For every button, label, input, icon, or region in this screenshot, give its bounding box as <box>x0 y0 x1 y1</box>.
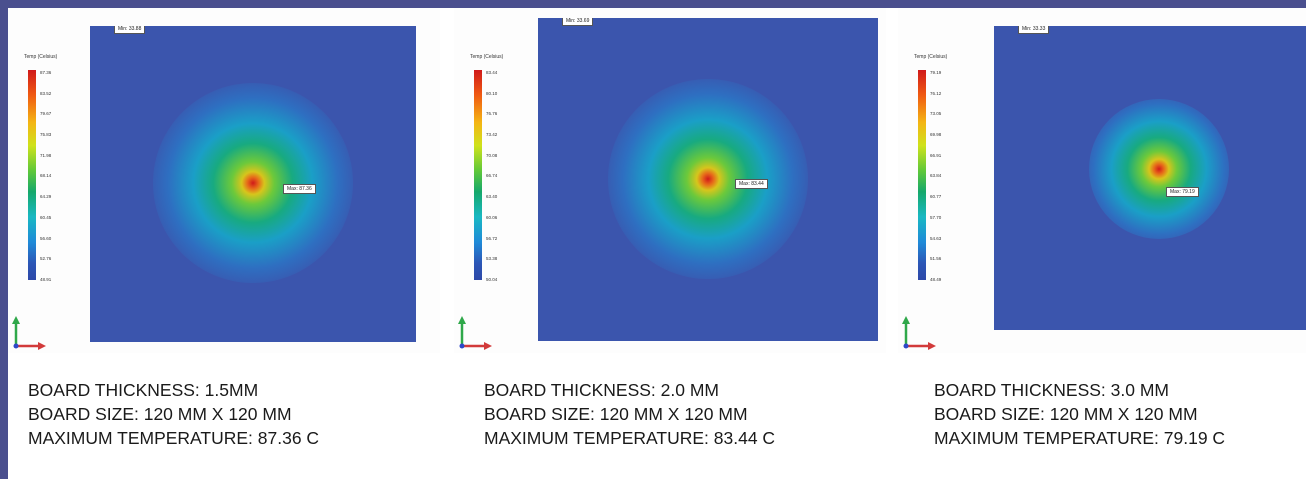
max-temp-label: Max: 87.36 <box>283 184 316 194</box>
board-thickness-text: BOARD THICKNESS: 1.5MM <box>28 380 259 400</box>
legend-tick: 48.49 <box>930 276 942 282</box>
legend-tick: 48.91 <box>40 276 52 282</box>
min-temp-label: Min: 33.88 <box>114 26 146 34</box>
panel-caption: BOARD THICKNESS: 1.5MM BOARD SIZE: 120 M… <box>28 378 448 450</box>
legend-tick: 63.84 <box>930 173 942 179</box>
axis-triad-icon <box>458 316 492 350</box>
thermal-plot: Min: 33.88 Max: 87.36 <box>90 26 416 342</box>
simulation-panel-2: Temp (Celsius) 83.44 80.10 76.76 73.42 7… <box>454 8 894 479</box>
legend-tick: 53.38 <box>486 256 498 262</box>
legend-tick: 57.70 <box>930 214 942 220</box>
legend-tick: 51.56 <box>930 256 942 262</box>
legend-tick: 60.77 <box>930 194 942 200</box>
legend-tick: 56.60 <box>40 235 52 241</box>
board-thickness-text: BOARD THICKNESS: 3.0 MM <box>934 380 1170 400</box>
legend-tick: 70.08 <box>486 152 498 158</box>
temperature-legend: Temp (Celsius) 83.44 80.10 76.76 73.42 7… <box>466 54 526 304</box>
legend-tick: 87.36 <box>40 70 52 75</box>
legend-color-bar <box>474 70 482 280</box>
legend-tick: 83.44 <box>486 70 498 75</box>
thermal-plot: Min: 33.69 Max: 83.44 <box>538 18 878 341</box>
legend-tick: 73.42 <box>486 132 498 138</box>
legend-tick: 66.74 <box>486 173 498 179</box>
hotspot-gradient <box>608 79 808 279</box>
max-temperature-text: MAXIMUM TEMPERATURE: 87.36 C <box>28 428 320 448</box>
legend-ticks: 83.44 80.10 76.76 73.42 70.08 66.74 63.4… <box>486 70 526 282</box>
legend-tick: 60.45 <box>40 214 52 220</box>
legend-tick: 83.52 <box>40 90 52 96</box>
simulation-view: Temp (Celsius) 87.36 83.52 79.67 75.83 7… <box>8 8 440 353</box>
legend-tick: 71.98 <box>40 152 52 158</box>
thermal-plot: Min: 33.33 Max: 79.19 <box>994 26 1306 330</box>
legend-title: Temp (Celsius) <box>914 54 948 60</box>
panel-caption: BOARD THICKNESS: 3.0 MM BOARD SIZE: 120 … <box>934 378 1306 450</box>
legend-tick: 73.05 <box>930 111 942 117</box>
simulation-panel-3: Temp (Celsius) 79.19 76.12 73.05 69.98 6… <box>898 8 1306 479</box>
legend-ticks: 79.19 76.12 73.05 69.98 66.91 63.84 60.7… <box>930 70 970 282</box>
min-temp-label: Min: 33.69 <box>562 18 594 26</box>
max-temp-label: Max: 79.19 <box>1166 187 1199 197</box>
legend-ticks: 87.36 83.52 79.67 75.83 71.98 68.14 64.2… <box>40 70 80 282</box>
legend-tick: 79.19 <box>930 70 942 75</box>
simulation-view: Temp (Celsius) 79.19 76.12 73.05 69.98 6… <box>898 8 1306 353</box>
board-thickness-text: BOARD THICKNESS: 2.0 MM <box>484 380 720 400</box>
legend-color-bar <box>918 70 926 280</box>
min-temp-label: Min: 33.33 <box>1018 26 1050 34</box>
legend-tick: 52.76 <box>40 256 52 262</box>
legend-tick: 80.10 <box>486 90 498 96</box>
legend-tick: 76.76 <box>486 111 498 117</box>
legend-tick: 60.06 <box>486 214 498 220</box>
legend-tick: 79.67 <box>40 111 52 117</box>
max-temp-label: Max: 83.44 <box>735 179 768 189</box>
legend-color-bar <box>28 70 36 280</box>
board-size-text: BOARD SIZE: 120 MM X 120 MM <box>934 404 1198 424</box>
axis-triad-icon <box>902 316 936 350</box>
axis-triad-icon <box>12 316 46 350</box>
legend-tick: 56.72 <box>486 235 498 241</box>
legend-tick: 66.91 <box>930 152 942 158</box>
board-size-text: BOARD SIZE: 120 MM X 120 MM <box>28 404 292 424</box>
legend-tick: 76.12 <box>930 90 942 96</box>
legend-title: Temp (Celsius) <box>24 54 58 60</box>
temperature-legend: Temp (Celsius) 79.19 76.12 73.05 69.98 6… <box>910 54 970 304</box>
max-temperature-text: MAXIMUM TEMPERATURE: 83.44 C <box>484 428 776 448</box>
legend-tick: 69.98 <box>930 132 942 138</box>
legend-tick: 64.29 <box>40 194 52 200</box>
figure-canvas: Temp (Celsius) 87.36 83.52 79.67 75.83 7… <box>8 8 1306 479</box>
board-size-text: BOARD SIZE: 120 MM X 120 MM <box>484 404 748 424</box>
panel-caption: BOARD THICKNESS: 2.0 MM BOARD SIZE: 120 … <box>484 378 904 450</box>
legend-tick: 68.14 <box>40 173 52 179</box>
hotspot-gradient <box>1089 99 1229 239</box>
hotspot-gradient <box>153 83 353 283</box>
simulation-view: Temp (Celsius) 83.44 80.10 76.76 73.42 7… <box>454 8 886 353</box>
temperature-legend: Temp (Celsius) 87.36 83.52 79.67 75.83 7… <box>20 54 80 304</box>
simulation-panel-1: Temp (Celsius) 87.36 83.52 79.67 75.83 7… <box>8 8 448 479</box>
legend-tick: 75.83 <box>40 132 52 138</box>
legend-tick: 50.04 <box>486 276 498 282</box>
legend-tick: 54.63 <box>930 235 942 241</box>
legend-tick: 63.40 <box>486 194 498 200</box>
legend-title: Temp (Celsius) <box>470 54 504 60</box>
max-temperature-text: MAXIMUM TEMPERATURE: 79.19 C <box>934 428 1226 448</box>
